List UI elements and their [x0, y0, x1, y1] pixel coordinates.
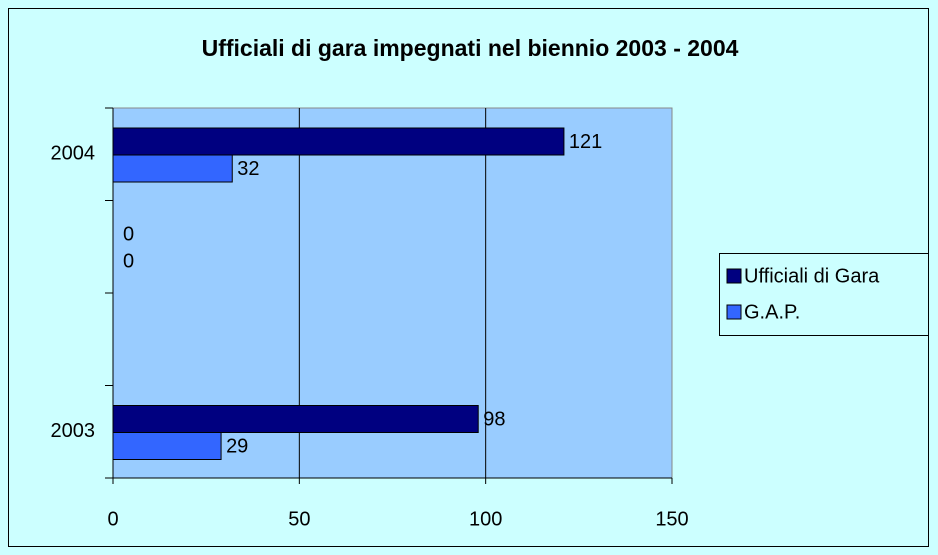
bar — [112, 405, 479, 433]
legend-label: Ufficiali di Gara — [744, 265, 880, 287]
x-tick-label: 0 — [107, 508, 118, 530]
x-tick-label: 50 — [288, 508, 310, 530]
legend-label: G.A.P. — [744, 301, 800, 323]
legend-box — [719, 253, 929, 336]
data-label: 121 — [569, 131, 602, 153]
data-label: 29 — [226, 435, 248, 457]
chart-title: Ufficiali di gara impegnati nel biennio … — [202, 35, 739, 61]
x-tick-label: 150 — [655, 508, 688, 530]
data-label: 32 — [237, 158, 259, 180]
data-label: 0 — [123, 223, 134, 245]
bar — [112, 154, 233, 183]
legend-swatch — [726, 304, 742, 320]
y-tick-label: 2004 — [51, 143, 96, 165]
bar — [112, 127, 565, 156]
x-tick-label: 100 — [469, 508, 502, 530]
data-label: 0 — [123, 250, 134, 272]
data-label: 98 — [483, 408, 505, 430]
y-tick-label: 2003 — [51, 420, 96, 442]
bar — [112, 432, 222, 460]
legend-swatch — [726, 268, 742, 284]
